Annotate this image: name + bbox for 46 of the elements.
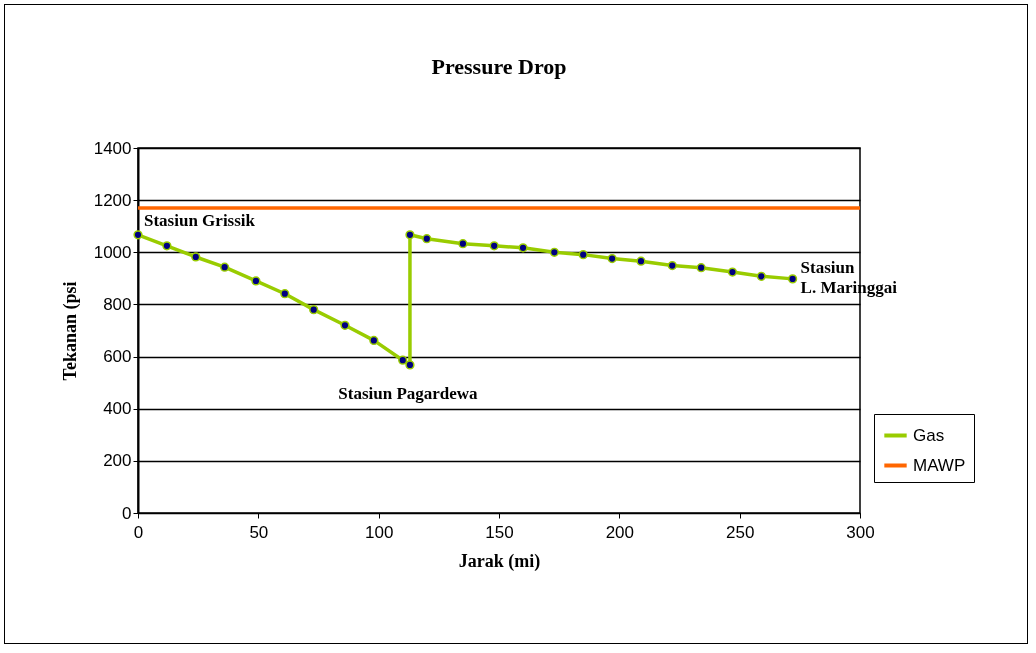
- x-axis-title: Jarak (mi): [458, 550, 541, 572]
- point: [220, 262, 230, 272]
- y-tick-label: 800: [103, 294, 132, 314]
- y-tick-label: 1000: [93, 242, 132, 262]
- annotation: Stasiun Pagardewa: [338, 383, 479, 403]
- point: [405, 230, 415, 240]
- point: [696, 263, 706, 273]
- annotation: Stasiun Grissik: [144, 210, 256, 230]
- point: [549, 247, 559, 257]
- point: [787, 274, 798, 284]
- point: [309, 305, 319, 315]
- point: [578, 250, 588, 260]
- point: [280, 289, 290, 299]
- legend-label: Gas: [913, 425, 945, 445]
- x-tick-label: 100: [364, 522, 394, 542]
- legend-label: MAWP: [913, 455, 966, 475]
- point: [518, 243, 528, 253]
- y-tick-label: 200: [103, 451, 132, 471]
- y-tick-label: 1400: [93, 138, 132, 158]
- point: [607, 253, 617, 264]
- chart-title: Pressure Drop: [431, 54, 567, 79]
- point: [422, 234, 432, 244]
- y-tick-label: 1200: [93, 190, 132, 210]
- point: [340, 320, 350, 330]
- point: [458, 239, 468, 249]
- point: [636, 256, 646, 266]
- y-tick-label: 400: [103, 399, 132, 419]
- x-tick-label: 300: [846, 522, 875, 542]
- point: [251, 276, 261, 286]
- x-tick-label: 200: [605, 522, 635, 542]
- point: [369, 335, 379, 346]
- point: [727, 267, 738, 277]
- x-tick-label: 150: [485, 522, 514, 542]
- point: [162, 241, 172, 251]
- point: [133, 230, 143, 240]
- point: [191, 252, 201, 262]
- y-tick-label: 600: [103, 347, 132, 367]
- point: [756, 271, 766, 281]
- point: [398, 355, 408, 365]
- x-tick-label: 50: [249, 522, 269, 542]
- y-tick-label: 0: [122, 503, 132, 523]
- y-axis-title: Tekanan (psi: [59, 281, 81, 381]
- point: [667, 260, 677, 271]
- point: [405, 360, 415, 370]
- x-tick-label: 250: [725, 522, 755, 542]
- point: [489, 241, 499, 251]
